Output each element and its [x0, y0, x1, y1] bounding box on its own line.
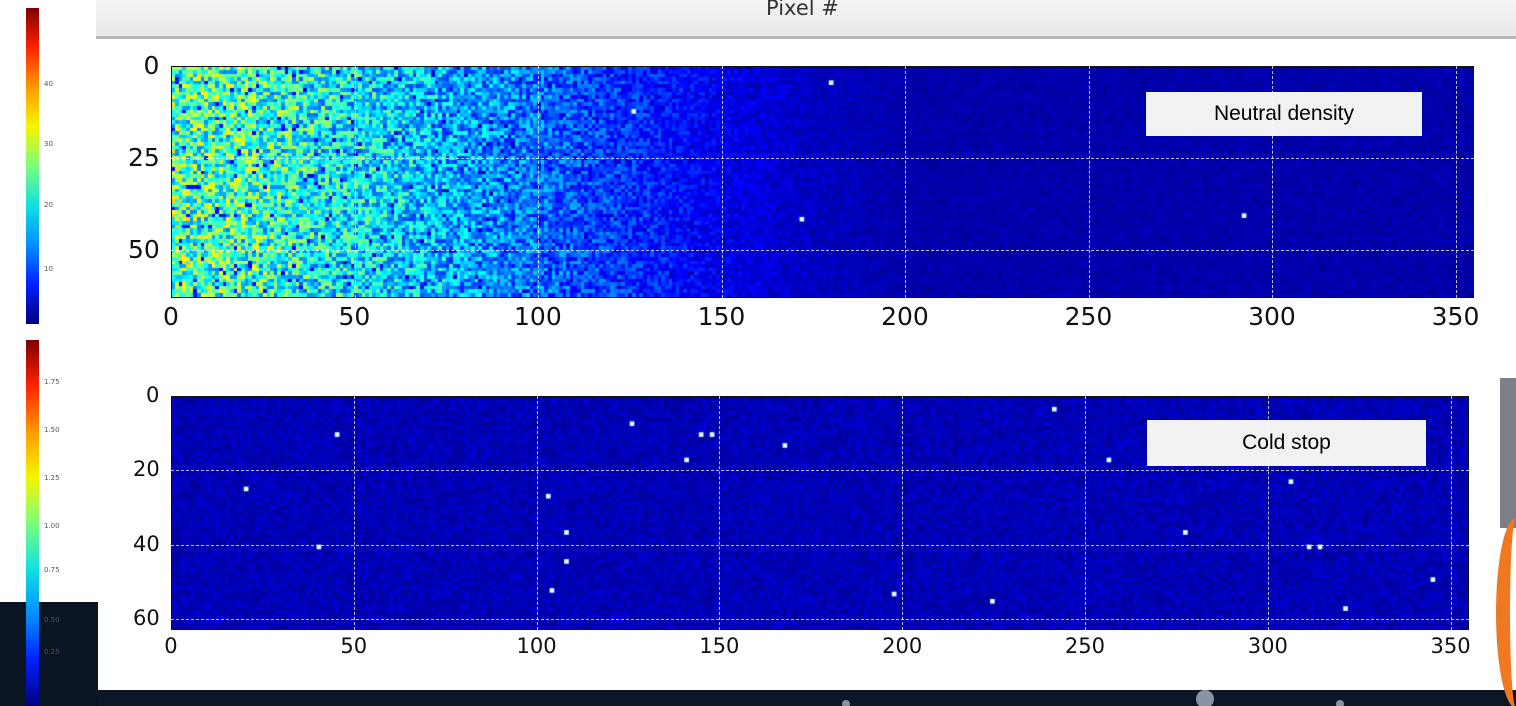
grid-line-vertical — [536, 396, 538, 630]
y-tick-label: 0 — [143, 50, 160, 80]
grid-line-vertical — [905, 66, 907, 298]
y-tick-label: 40 — [132, 531, 160, 556]
grid-line-vertical — [538, 66, 540, 298]
grid-line-vertical — [902, 396, 904, 630]
grid-line-vertical — [719, 396, 721, 630]
x-tick-label: 100 — [516, 634, 557, 658]
x-tick-label: 50 — [338, 302, 371, 331]
neutral-density-label: Neutral density — [1146, 92, 1422, 136]
grid-line-horizontal — [171, 618, 1469, 620]
colorbar-panel-2-lower: 0.50 0.25 — [0, 602, 96, 706]
x-tick-label: 0 — [164, 634, 178, 658]
colorbar-1-tick: 40 — [44, 80, 53, 88]
cold-stop-label: Cold stop — [1147, 420, 1426, 466]
x-tick-label: 150 — [697, 302, 746, 331]
x-tick-label: 0 — [163, 302, 179, 331]
colorbar-1-tick: 10 — [44, 265, 53, 273]
colorbar-2-tick: 1.75 — [44, 378, 60, 386]
grid-line-vertical — [1272, 66, 1274, 298]
decorative-dot — [1336, 700, 1344, 706]
y-tick-label: 20 — [132, 457, 160, 482]
y-tick-label: 60 — [132, 605, 160, 630]
colorbar-panel-1: 40 30 20 10 — [0, 0, 96, 330]
colorbar-1 — [26, 8, 39, 324]
grid-line-vertical — [1085, 396, 1087, 630]
colorbar-1-tick: 20 — [44, 201, 53, 209]
x-tick-label: 300 — [1248, 302, 1296, 331]
grid-line-horizontal — [171, 544, 1469, 546]
slide-bottom-band — [98, 690, 1516, 706]
x-tick-label: 250 — [1064, 634, 1106, 658]
grid-line-horizontal — [171, 250, 1474, 252]
grid-line-vertical — [1450, 396, 1452, 630]
figure-header-strip: Pixel # — [0, 0, 1516, 39]
y-tick-label: 25 — [128, 142, 160, 172]
x-tick-label: 50 — [340, 634, 368, 658]
grid-line-vertical — [354, 66, 356, 298]
cold-stop-heatmap — [171, 396, 1469, 630]
grid-line-vertical — [353, 396, 355, 630]
x-tick-label: 300 — [1247, 634, 1288, 658]
x-tick-label: 150 — [699, 634, 740, 658]
grid-line-vertical — [1455, 66, 1457, 298]
colorbar-2-tick: 1.00 — [44, 522, 60, 530]
x-tick-label: 100 — [514, 302, 562, 331]
decorative-edge — [1500, 378, 1516, 528]
colorbar-2-tick: 1.50 — [44, 426, 60, 434]
colorbar-1-tick: 30 — [44, 140, 53, 148]
colorbar-2-tick: 0.50 — [44, 616, 60, 624]
x-tick-label: 200 — [881, 302, 929, 331]
decorative-dot — [1196, 690, 1214, 706]
decorative-dot — [842, 700, 850, 706]
grid-line-horizontal — [171, 470, 1469, 472]
colorbar-panel-2: 1.75 1.50 1.25 1.00 0.75 — [0, 334, 96, 706]
header-label: Pixel # — [766, 0, 839, 20]
decorative-arc — [1496, 518, 1516, 706]
colorbar-2 — [26, 340, 39, 706]
x-tick-label: 200 — [882, 634, 923, 658]
grid-line-vertical — [721, 66, 723, 298]
colorbar-2-tick: 0.75 — [44, 566, 60, 574]
colorbar-2-tick: 1.25 — [44, 474, 60, 482]
y-tick-label: 50 — [128, 234, 160, 264]
x-tick-label: 350 — [1431, 302, 1480, 331]
grid-line-horizontal — [171, 158, 1474, 160]
x-tick-label: 350 — [1430, 634, 1471, 658]
x-tick-label: 250 — [1064, 302, 1113, 331]
colorbar-2-tick: 0.25 — [44, 648, 60, 656]
grid-line-vertical — [1267, 396, 1269, 630]
grid-line-vertical — [1088, 66, 1090, 298]
y-tick-label: 0 — [145, 382, 160, 407]
